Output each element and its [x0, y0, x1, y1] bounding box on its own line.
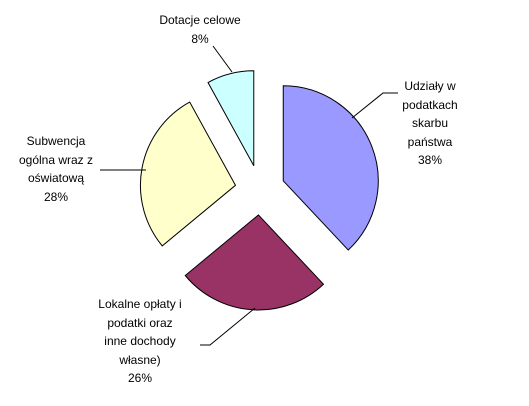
slice-label: Lokalne opłaty i podatki oraz inne docho…: [97, 295, 183, 388]
value-label: 8%: [191, 31, 209, 46]
leader-line: [212, 45, 233, 73]
value-label: 26%: [127, 371, 153, 385]
leader-line: [351, 92, 398, 119]
value-label: 38%: [417, 153, 443, 167]
category-label: Udziały w podatkach skarbu państwa: [402, 79, 458, 149]
slice-label: Dotacje celowe 8%: [150, 11, 250, 48]
pie-slice: [184, 214, 325, 311]
slice-label: Udziały w podatkach skarbu państwa 38%: [397, 77, 463, 170]
slice-label: Subwencja ogólna wraz z oświatową 28%: [14, 132, 98, 206]
category-label: Lokalne opłaty i podatki oraz inne docho…: [98, 297, 182, 367]
pie-slice: [139, 101, 237, 247]
pie-slice: [282, 85, 379, 251]
pie-slice: [207, 70, 255, 167]
value-label: 28%: [43, 189, 69, 204]
leader-line: [200, 307, 256, 346]
category-label: Subwencja ogólna wraz z oświatową: [18, 134, 94, 185]
category-label: Dotacje celowe: [159, 13, 241, 27]
